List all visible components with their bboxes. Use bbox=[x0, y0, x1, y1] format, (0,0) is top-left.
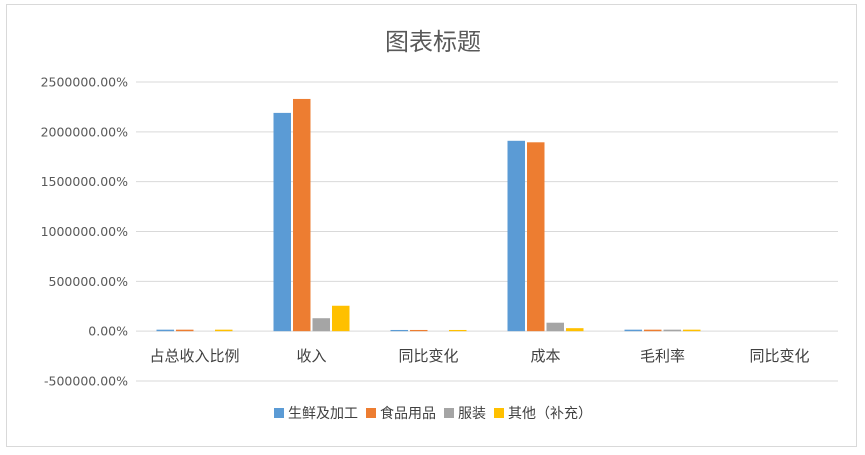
gridlines bbox=[136, 81, 838, 382]
y-tick-label: 500000.00% bbox=[49, 274, 129, 289]
bar-chart: 图表标题 2500000.00% 2000000.00% 1500000.00% 10… bbox=[41, 28, 838, 422]
legend-label: 生鲜及加工 bbox=[288, 406, 358, 422]
x-category-label: 同比变化 bbox=[398, 347, 458, 365]
legend: 生鲜及加工 食品用品 服装 其他（补充） bbox=[274, 405, 592, 422]
bars bbox=[156, 98, 701, 332]
bar bbox=[293, 98, 311, 332]
legend-label: 食品用品 bbox=[380, 405, 436, 422]
x-category-label: 同比变化 bbox=[749, 347, 809, 365]
bar bbox=[390, 329, 408, 332]
bar bbox=[215, 329, 233, 332]
legend-label: 服装 bbox=[458, 406, 486, 422]
chart-title: 图表标题 bbox=[385, 28, 481, 56]
bar bbox=[644, 329, 662, 332]
bar bbox=[156, 329, 174, 332]
bar bbox=[332, 305, 350, 332]
legend-swatch bbox=[274, 408, 284, 418]
chart-area: 图表标题 2500000.00% 2000000.00% 1500000.00% 10… bbox=[6, 4, 857, 447]
legend-swatch bbox=[444, 408, 454, 418]
y-tick-label: 1000000.00% bbox=[41, 224, 129, 239]
bar bbox=[410, 329, 428, 332]
y-tick-label: -500000.00% bbox=[44, 374, 128, 389]
bar bbox=[273, 112, 291, 332]
bar bbox=[663, 329, 681, 332]
x-axis-categories: 占总收入比例 收入 同比变化 成本 毛利率 同比变化 bbox=[149, 347, 809, 365]
legend-swatch bbox=[494, 408, 504, 418]
bar bbox=[312, 318, 330, 332]
bar bbox=[683, 329, 701, 332]
x-category-label: 毛利率 bbox=[640, 347, 685, 365]
bar bbox=[624, 329, 642, 332]
y-tick-label: 1500000.00% bbox=[41, 174, 129, 189]
y-axis-ticks: 2500000.00% 2000000.00% 1500000.00% 1000000… bbox=[41, 75, 129, 389]
x-category-label: 收入 bbox=[296, 347, 326, 365]
y-tick-label: 2000000.00% bbox=[41, 124, 129, 139]
y-tick-label: 0.00% bbox=[88, 324, 128, 339]
y-tick-label: 2500000.00% bbox=[41, 75, 129, 90]
bar bbox=[176, 329, 194, 332]
legend-swatch bbox=[366, 408, 376, 418]
bar bbox=[527, 142, 545, 332]
bar bbox=[546, 322, 564, 332]
bar bbox=[566, 328, 584, 332]
x-category-label: 成本 bbox=[530, 347, 560, 365]
bar bbox=[449, 329, 467, 332]
legend-label: 其他（补充） bbox=[508, 406, 592, 422]
x-category-label: 占总收入比例 bbox=[149, 347, 239, 365]
bar bbox=[507, 140, 525, 332]
